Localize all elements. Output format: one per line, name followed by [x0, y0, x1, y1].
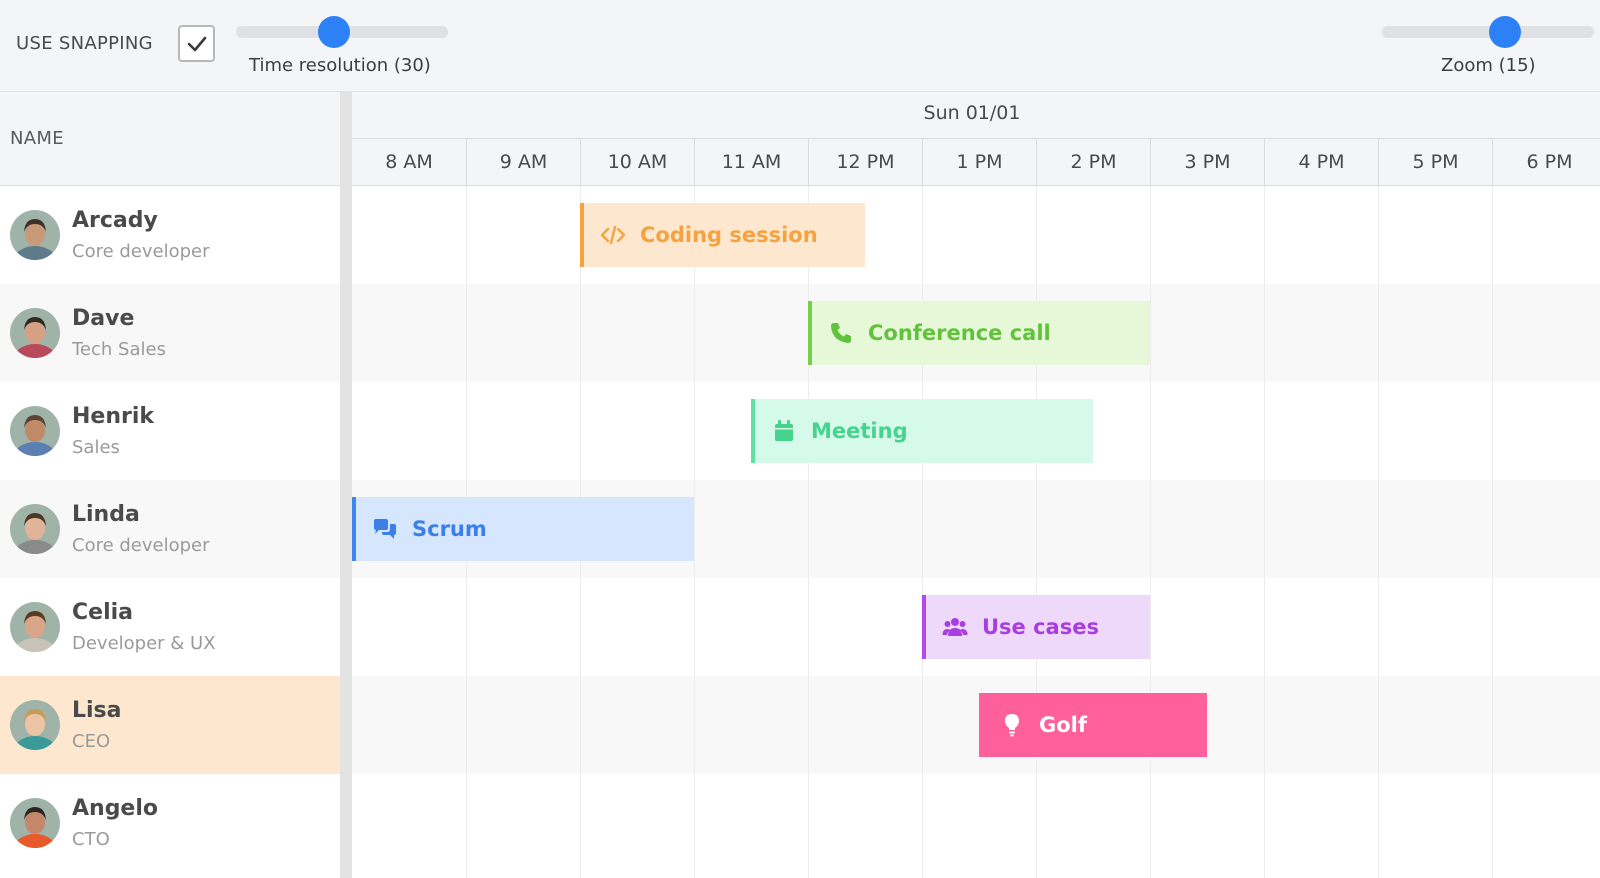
resource-row[interactable]: Lisa CEO [0, 676, 340, 774]
users-icon [940, 614, 970, 640]
hour-header-cell: 12 PM [808, 138, 922, 186]
avatar [10, 602, 60, 652]
avatar [10, 406, 60, 456]
hour-grid-line [808, 186, 809, 878]
event-bar[interactable]: Use cases [922, 595, 1150, 659]
avatar [10, 308, 60, 358]
resource-row[interactable]: Henrik Sales [0, 382, 340, 480]
hour-header-cell: 2 PM [1036, 138, 1150, 186]
panel-splitter[interactable] [340, 92, 352, 878]
checkmark-icon [187, 36, 206, 51]
timeline-row[interactable] [352, 774, 1600, 872]
resource-role: Developer & UX [72, 633, 216, 654]
hour-grid-line [1378, 186, 1379, 878]
hour-header-cell: 6 PM [1492, 138, 1600, 186]
event-bar[interactable]: Meeting [751, 399, 1093, 463]
hour-grid-line [1150, 186, 1151, 878]
event-bar[interactable]: Conference call [808, 301, 1150, 365]
use-snapping-checkbox[interactable] [178, 25, 215, 62]
hour-header-cell: 4 PM [1264, 138, 1378, 186]
resource-name: Celia [72, 600, 133, 625]
time-resolution-slider[interactable] [236, 16, 448, 48]
hour-header-cell: 5 PM [1378, 138, 1492, 186]
hour-header-cell: 3 PM [1150, 138, 1264, 186]
resource-row[interactable]: Dave Tech Sales [0, 284, 340, 382]
time-resolution-slider-thumb[interactable] [317, 16, 350, 48]
resource-role: CEO [72, 731, 111, 752]
hour-header-cell: 8 AM [352, 138, 466, 186]
zoom-caption: Zoom (15) [1441, 55, 1536, 76]
name-column-header-label: NAME [10, 128, 64, 149]
name-column-header[interactable]: NAME [0, 92, 340, 186]
resource-row[interactable]: Angelo CTO [0, 774, 340, 872]
zoom-slider[interactable] [1382, 16, 1594, 48]
resource-name: Lisa [72, 698, 122, 723]
event-bar[interactable]: Coding session [580, 203, 865, 267]
timeline-row[interactable] [352, 676, 1600, 774]
resource-row[interactable]: Linda Core developer [0, 480, 340, 578]
avatar [10, 798, 60, 848]
event-name: Use cases [982, 615, 1099, 639]
event-name: Meeting [811, 419, 908, 443]
hour-grid-line [922, 186, 923, 878]
resource-panel: NAME Arcady Core developer Dave Tech Sales H… [0, 92, 340, 878]
hour-grid-line [1036, 186, 1037, 878]
avatar [10, 700, 60, 750]
resource-role: Tech Sales [72, 339, 166, 360]
resource-name: Arcady [72, 208, 158, 233]
hour-header-cell: 11 AM [694, 138, 808, 186]
event-name: Scrum [412, 517, 487, 541]
hour-grid-line [1264, 186, 1265, 878]
date-header: Sun 01/01 [923, 102, 1021, 124]
resource-name: Dave [72, 306, 135, 331]
zoom-slider-thumb[interactable] [1488, 16, 1521, 48]
time-resolution-caption: Time resolution (30) [249, 55, 431, 76]
timeline-row[interactable] [352, 186, 1600, 284]
code-icon [598, 222, 628, 248]
timeline: Sun 01/01 8 AM 9 AM 10 AM 11 AM 12 PM 1 PM 2 P… [352, 92, 1600, 878]
resource-name: Henrik [72, 404, 155, 429]
avatar [10, 504, 60, 554]
resource-role: Core developer [72, 535, 210, 556]
resource-name: Linda [72, 502, 140, 527]
event-name: Conference call [868, 321, 1051, 345]
hour-grid-line [1492, 186, 1493, 878]
resource-row[interactable]: Arcady Core developer [0, 186, 340, 284]
resource-row[interactable]: Celia Developer & UX [0, 578, 340, 676]
resource-role: Core developer [72, 241, 210, 262]
event-name: Coding session [640, 223, 818, 247]
resource-role: Sales [72, 437, 120, 458]
resource-role: CTO [72, 829, 110, 850]
hour-header-cell: 10 AM [580, 138, 694, 186]
calendar-icon [769, 418, 799, 444]
chat-icon [370, 516, 400, 542]
hour-header-cell: 1 PM [922, 138, 1036, 186]
phone-icon [826, 320, 856, 346]
timeline-header: Sun 01/01 8 AM 9 AM 10 AM 11 AM 12 PM 1 PM 2 P… [352, 92, 1600, 186]
event-bar[interactable]: Golf [979, 693, 1207, 757]
hour-grid-line [694, 186, 695, 878]
hour-header-cell: 9 AM [466, 138, 580, 186]
event-name: Golf [1039, 713, 1087, 737]
toolbar: USE SNAPPING Time resolution (30) Zoom (… [0, 0, 1600, 92]
event-bar[interactable]: Scrum [352, 497, 694, 561]
resource-name: Angelo [72, 796, 159, 821]
lightbulb-icon [997, 712, 1027, 738]
avatar [10, 210, 60, 260]
use-snapping-label: USE SNAPPING [16, 33, 153, 54]
